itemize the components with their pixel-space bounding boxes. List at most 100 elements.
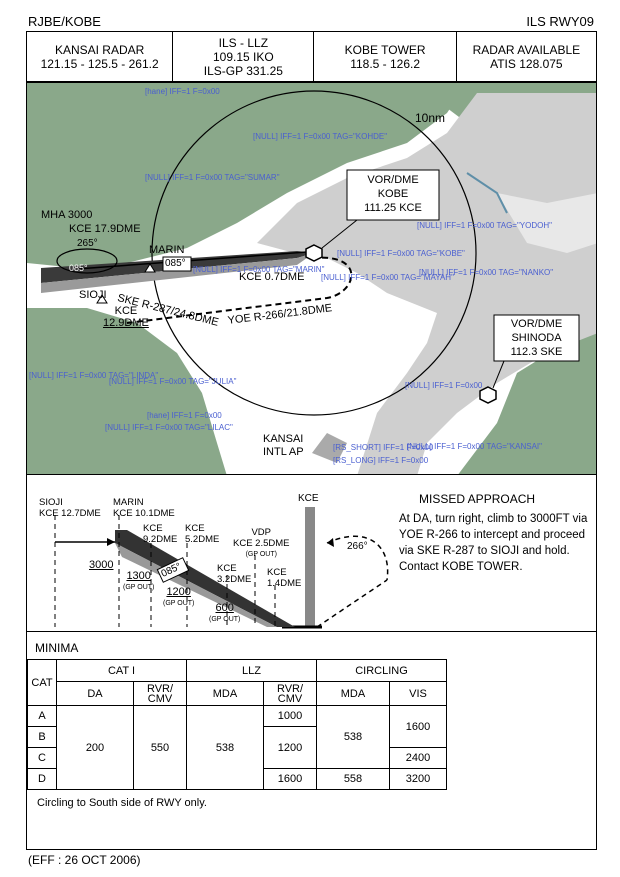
kobe-vor-label: VOR/DME KOBE 111.25 KCE bbox=[364, 174, 422, 214]
kobe-vor-box bbox=[346, 169, 440, 221]
overlay-tag: [NULL] IFF=1 F=0x00 TAG="MAYAH" bbox=[321, 273, 454, 282]
ten-nm-ring bbox=[151, 90, 477, 416]
llz-rvr-a: 1000 bbox=[263, 705, 317, 727]
circling-header: CIRCLING bbox=[316, 659, 447, 682]
missed-approach-title: MISSED APPROACH bbox=[419, 492, 536, 506]
missed-approach-profile bbox=[326, 535, 389, 581]
cat-c: C bbox=[27, 747, 57, 769]
overlay-tag: [hane] IFF=1 F=0x00 bbox=[147, 411, 222, 420]
sioji-fix bbox=[96, 294, 108, 304]
kce32-label: KCE 3.2DME bbox=[217, 563, 252, 585]
urban-area bbox=[257, 93, 596, 474]
profile-course-box bbox=[156, 557, 190, 583]
terrain-southwest bbox=[27, 308, 227, 474]
kce92-label: KCE 9.2DME bbox=[143, 523, 178, 545]
profile-graphic bbox=[54, 507, 389, 629]
mda-header-2: MDA bbox=[316, 681, 390, 706]
shinoda-vor-label: VOR/DME SHINODA 112.3 SKE bbox=[510, 318, 563, 358]
marin-fix bbox=[144, 263, 156, 273]
atis-frequency: RADAR AVAILABLE ATIS 128.075 bbox=[472, 42, 581, 71]
overlay-tag: [NULL] IFF=1 F=0x00 TAG="LINDA" bbox=[29, 371, 159, 380]
urban-light bbox=[497, 193, 596, 253]
alt-600: 600 (GP OUT) bbox=[209, 602, 241, 624]
alt-1300: 1300 (GP OUT) bbox=[123, 570, 155, 592]
plan-view: [hane] IFF=1 F=0x00 [NULL] IFF=1 F=0x00 … bbox=[26, 82, 597, 475]
course-label: 085° bbox=[165, 258, 186, 269]
kce-12-9-label: KCE 12.9DME bbox=[103, 305, 149, 329]
course-box bbox=[162, 256, 192, 272]
approach-course-light bbox=[41, 253, 314, 293]
overlay-tag: [hane] IFF=1 F=0x00 bbox=[145, 87, 220, 96]
mha-label: MHA 3000 bbox=[41, 209, 93, 221]
overlay-tag: [NULL] IFF=1 F=0x00 TAG="KOBE" bbox=[337, 249, 465, 258]
overlay-tag: [NULL] IFF=1 F=0x00 TAG="YODOH" bbox=[417, 221, 552, 230]
overlay-tag: [NULL] IFF=1 F=0x00 TAG="KANSAI" bbox=[407, 442, 542, 451]
overlay-tag: [NULL] IFF=1 F=0x00 TAG="MARIN" bbox=[193, 265, 325, 274]
overlay-tag: [NULL] IFF=1 F=0x00 bbox=[405, 381, 483, 390]
cat-header: CAT bbox=[27, 659, 57, 706]
llz-mda-value: 538 bbox=[186, 705, 264, 790]
shinoda-vor-box bbox=[493, 314, 580, 362]
holding-pattern bbox=[56, 248, 118, 274]
overlay-tag: [RS_SHORT] IFF=1 F=0x00 bbox=[333, 443, 434, 452]
circling-note: Circling to South side of RWY only. bbox=[37, 797, 207, 809]
alt-1200: 1200 (GP OUT) bbox=[163, 586, 195, 608]
alt-3000: 3000 bbox=[89, 559, 114, 571]
effective-date: (EFF : 26 OCT 2006) bbox=[28, 853, 141, 867]
missed-approach-text: At DA, turn right, climb to 3000FT via Y… bbox=[399, 513, 588, 573]
sioji-profile-label: SIOJI KCE 12.7DME bbox=[39, 497, 101, 519]
plan-view-graphic bbox=[27, 83, 596, 474]
mda-header: MDA bbox=[186, 681, 264, 706]
llz-rvr-d: 1600 bbox=[263, 768, 317, 790]
initial-arrow bbox=[107, 538, 115, 546]
kce-0-7-label: KCE 0.7DME bbox=[239, 271, 305, 283]
llz-rvr-bc: 1200 bbox=[263, 726, 317, 769]
tower-frequency: KOBE TOWER 118.5 - 126.2 bbox=[314, 32, 457, 81]
minima-section: MINIMA CAT CAT I LLZ CIRCLING DA RVR/ CM… bbox=[26, 632, 597, 850]
marin-label: MARIN bbox=[149, 244, 185, 256]
ring-label: 10nm bbox=[415, 111, 446, 125]
cat-d: D bbox=[27, 768, 57, 790]
cat-b: B bbox=[27, 726, 57, 748]
llz-header: LLZ bbox=[186, 659, 317, 682]
minima-table: CAT CAT I LLZ CIRCLING DA RVR/ CMV MDA R… bbox=[27, 659, 447, 790]
hold-course-label: 265° bbox=[77, 238, 98, 249]
glidepath-light bbox=[115, 543, 277, 627]
circling-vis-c: 2400 bbox=[389, 747, 447, 769]
kce14-label: KCE 1.4DME bbox=[267, 567, 302, 589]
overlay-tag: [NULL] IFF=1 F=0x00 TAG="SUMAR" bbox=[145, 173, 280, 182]
minima-title: MINIMA bbox=[35, 641, 79, 655]
vis-header: VIS bbox=[389, 681, 447, 706]
circling-mda-abc: 538 bbox=[316, 705, 390, 769]
final-course-line bbox=[76, 251, 308, 270]
circling-vis-ab: 1600 bbox=[389, 705, 447, 748]
overlay-tag: [NULL] IFF=1 F=0x00 TAG="LILAC" bbox=[105, 423, 233, 432]
circling-mda-d: 558 bbox=[316, 768, 390, 790]
overlay-tag: [NULL] IFF=1 F=0x00 TAG="NANKO" bbox=[419, 268, 554, 277]
terrain-mainland bbox=[27, 83, 467, 268]
cat1-header: CAT I bbox=[56, 659, 187, 682]
kobe-vor-symbol bbox=[305, 244, 323, 262]
procedure-name: ILS RWY09 bbox=[526, 14, 594, 29]
kce52-label: KCE 5.2DME bbox=[185, 523, 220, 545]
overlay-tag: [NULL] IFF=1 F=0x00 TAG="JULIA" bbox=[109, 377, 237, 386]
kobe-vor-leader bbox=[321, 219, 358, 249]
cat-a: A bbox=[27, 705, 57, 727]
rvr-header: RVR/ CMV bbox=[133, 681, 187, 706]
missed-climb bbox=[316, 579, 388, 628]
frequency-box: KANSAI RADAR 121.15 - 125.5 - 261.2 ILS … bbox=[26, 31, 597, 82]
da-header: DA bbox=[56, 681, 134, 706]
marin-profile-label: MARIN KCE 10.1DME bbox=[113, 497, 175, 519]
overlay-tag: [RS_LONG] IFF=1 F=0x00 bbox=[333, 456, 429, 465]
missed-course-label: 266° bbox=[347, 541, 368, 552]
hold-inbound-label: 085° bbox=[69, 263, 88, 273]
kansai-airport bbox=[312, 433, 347, 463]
chart-id: RJBE/KOBE bbox=[28, 14, 101, 29]
circling-vis-d: 3200 bbox=[389, 768, 447, 790]
kansai-airport-label: KANSAI INTL AP bbox=[263, 433, 304, 458]
glidepath-dark bbox=[115, 530, 295, 627]
vdp-label: VDP KCE 2.5DME (GP OUT) bbox=[233, 527, 290, 558]
missed-approach-path bbox=[126, 256, 353, 324]
terrain-southeast bbox=[458, 324, 596, 474]
runway-symbol bbox=[305, 507, 315, 627]
